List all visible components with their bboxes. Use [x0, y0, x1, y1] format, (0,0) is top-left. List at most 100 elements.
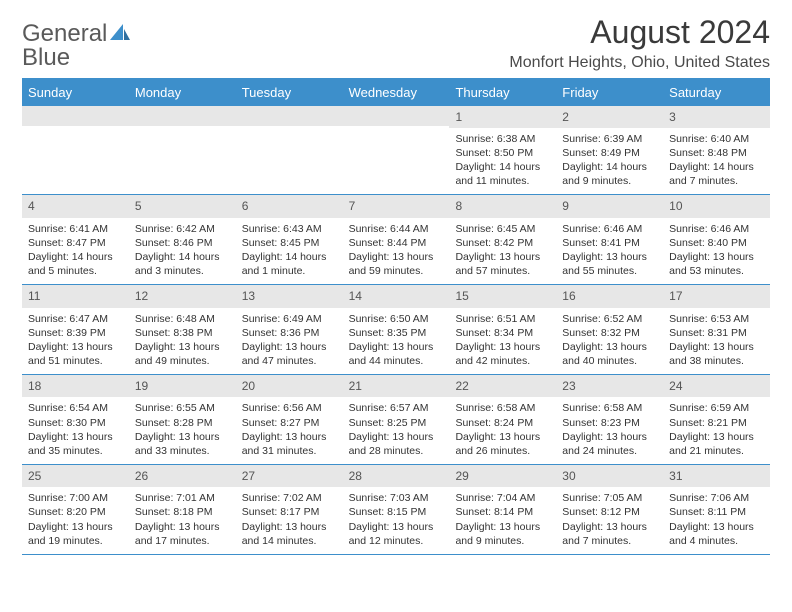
sunrise-text: Sunrise: 6:41 AM	[28, 222, 123, 236]
day-number	[343, 106, 450, 126]
daylight-text: Daylight: 13 hours and 44 minutes.	[349, 340, 444, 368]
sunrise-text: Sunrise: 6:42 AM	[135, 222, 230, 236]
day-number: 13	[236, 285, 343, 307]
day-number	[22, 106, 129, 126]
week-row: 1 Sunrise: 6:38 AMSunset: 8:50 PMDaylight…	[22, 106, 770, 196]
weekday-sat: Saturday	[663, 80, 770, 106]
day-details: Sunrise: 6:46 AMSunset: 8:40 PMDaylight:…	[663, 222, 770, 279]
day-number: 18	[22, 375, 129, 397]
sunrise-text: Sunrise: 6:44 AM	[349, 222, 444, 236]
sunset-text: Sunset: 8:44 PM	[349, 236, 444, 250]
day-number: 28	[343, 465, 450, 487]
day-number: 27	[236, 465, 343, 487]
day-details: Sunrise: 6:56 AMSunset: 8:27 PMDaylight:…	[236, 401, 343, 458]
day-details: Sunrise: 6:38 AMSunset: 8:50 PMDaylight:…	[449, 132, 556, 189]
sunrise-text: Sunrise: 6:52 AM	[562, 312, 657, 326]
sunset-text: Sunset: 8:47 PM	[28, 236, 123, 250]
daylight-text: Daylight: 13 hours and 59 minutes.	[349, 250, 444, 278]
daylight-text: Daylight: 13 hours and 21 minutes.	[669, 430, 764, 458]
sunset-text: Sunset: 8:35 PM	[349, 326, 444, 340]
daylight-text: Daylight: 13 hours and 14 minutes.	[242, 520, 337, 548]
day-details: Sunrise: 6:49 AMSunset: 8:36 PMDaylight:…	[236, 312, 343, 369]
sunset-text: Sunset: 8:32 PM	[562, 326, 657, 340]
day-cell: 14Sunrise: 6:50 AMSunset: 8:35 PMDayligh…	[343, 285, 450, 374]
sunset-text: Sunset: 8:27 PM	[242, 416, 337, 430]
daylight-text: Daylight: 13 hours and 47 minutes.	[242, 340, 337, 368]
weekday-header-row: Sunday Monday Tuesday Wednesday Thursday…	[22, 80, 770, 106]
day-number: 6	[236, 195, 343, 217]
day-cell: 30Sunrise: 7:05 AMSunset: 8:12 PMDayligh…	[556, 465, 663, 554]
day-cell: 4Sunrise: 6:41 AMSunset: 8:47 PMDaylight…	[22, 195, 129, 284]
day-details: Sunrise: 7:04 AMSunset: 8:14 PMDaylight:…	[449, 491, 556, 548]
day-details: Sunrise: 6:42 AMSunset: 8:46 PMDaylight:…	[129, 222, 236, 279]
sunrise-text: Sunrise: 6:57 AM	[349, 401, 444, 415]
sunset-text: Sunset: 8:30 PM	[28, 416, 123, 430]
day-details: Sunrise: 6:45 AMSunset: 8:42 PMDaylight:…	[449, 222, 556, 279]
week-row: 11Sunrise: 6:47 AMSunset: 8:39 PMDayligh…	[22, 285, 770, 375]
daylight-text: Daylight: 13 hours and 9 minutes.	[455, 520, 550, 548]
day-details: Sunrise: 6:44 AMSunset: 8:44 PMDaylight:…	[343, 222, 450, 279]
day-number	[129, 106, 236, 126]
sunset-text: Sunset: 8:41 PM	[562, 236, 657, 250]
sunset-text: Sunset: 8:45 PM	[242, 236, 337, 250]
day-details: Sunrise: 6:46 AMSunset: 8:41 PMDaylight:…	[556, 222, 663, 279]
logo-sail-icon	[109, 23, 131, 46]
day-details: Sunrise: 6:41 AMSunset: 8:47 PMDaylight:…	[22, 222, 129, 279]
day-details: Sunrise: 6:54 AMSunset: 8:30 PMDaylight:…	[22, 401, 129, 458]
day-number: 1	[449, 106, 556, 128]
daylight-text: Daylight: 13 hours and 51 minutes.	[28, 340, 123, 368]
weekday-wed: Wednesday	[343, 80, 450, 106]
sunrise-text: Sunrise: 6:49 AM	[242, 312, 337, 326]
daylight-text: Daylight: 13 hours and 4 minutes.	[669, 520, 764, 548]
day-cell: 1 Sunrise: 6:38 AMSunset: 8:50 PMDaylight…	[449, 106, 556, 195]
sunrise-text: Sunrise: 6:46 AM	[562, 222, 657, 236]
weeks-container: 1 Sunrise: 6:38 AMSunset: 8:50 PMDaylight…	[22, 106, 770, 555]
day-cell: 9Sunrise: 6:46 AMSunset: 8:41 PMDaylight…	[556, 195, 663, 284]
sunset-text: Sunset: 8:50 PM	[455, 146, 550, 160]
daylight-text: Daylight: 14 hours and 5 minutes.	[28, 250, 123, 278]
day-cell: 21Sunrise: 6:57 AMSunset: 8:25 PMDayligh…	[343, 375, 450, 464]
day-details: Sunrise: 6:51 AMSunset: 8:34 PMDaylight:…	[449, 312, 556, 369]
daylight-text: Daylight: 13 hours and 17 minutes.	[135, 520, 230, 548]
logo: General Blue	[22, 22, 131, 70]
day-cell: 27Sunrise: 7:02 AMSunset: 8:17 PMDayligh…	[236, 465, 343, 554]
day-number: 14	[343, 285, 450, 307]
day-details: Sunrise: 7:03 AMSunset: 8:15 PMDaylight:…	[343, 491, 450, 548]
day-cell: 18 Sunrise: 6:54 AMSunset: 8:30 PMDayligh…	[22, 375, 129, 464]
daylight-text: Daylight: 13 hours and 40 minutes.	[562, 340, 657, 368]
sunrise-text: Sunrise: 6:56 AM	[242, 401, 337, 415]
daylight-text: Daylight: 14 hours and 3 minutes.	[135, 250, 230, 278]
day-details: Sunrise: 6:53 AMSunset: 8:31 PMDaylight:…	[663, 312, 770, 369]
week-row: 18 Sunrise: 6:54 AMSunset: 8:30 PMDayligh…	[22, 375, 770, 465]
day-details: Sunrise: 6:52 AMSunset: 8:32 PMDaylight:…	[556, 312, 663, 369]
day-cell	[22, 106, 129, 195]
sunrise-text: Sunrise: 7:03 AM	[349, 491, 444, 505]
day-cell: 11Sunrise: 6:47 AMSunset: 8:39 PMDayligh…	[22, 285, 129, 374]
day-details: Sunrise: 6:59 AMSunset: 8:21 PMDaylight:…	[663, 401, 770, 458]
sunrise-text: Sunrise: 6:51 AM	[455, 312, 550, 326]
sunrise-text: Sunrise: 6:45 AM	[455, 222, 550, 236]
sunset-text: Sunset: 8:25 PM	[349, 416, 444, 430]
day-number: 29	[449, 465, 556, 487]
day-cell: 25Sunrise: 7:00 AMSunset: 8:20 PMDayligh…	[22, 465, 129, 554]
weekday-thu: Thursday	[449, 80, 556, 106]
sunrise-text: Sunrise: 7:04 AM	[455, 491, 550, 505]
month-title: August 2024	[509, 16, 770, 50]
sunrise-text: Sunrise: 6:48 AM	[135, 312, 230, 326]
daylight-text: Daylight: 13 hours and 7 minutes.	[562, 520, 657, 548]
page-header: General Blue August 2024 Monfort Heights…	[22, 16, 770, 72]
sunset-text: Sunset: 8:38 PM	[135, 326, 230, 340]
sunrise-text: Sunrise: 6:53 AM	[669, 312, 764, 326]
sunrise-text: Sunrise: 6:58 AM	[455, 401, 550, 415]
day-details: Sunrise: 7:06 AMSunset: 8:11 PMDaylight:…	[663, 491, 770, 548]
day-cell: 24 Sunrise: 6:59 AMSunset: 8:21 PMDayligh…	[663, 375, 770, 464]
location-text: Monfort Heights, Ohio, United States	[509, 54, 770, 72]
sunrise-text: Sunrise: 6:39 AM	[562, 132, 657, 146]
logo-word-1: General	[22, 20, 107, 47]
sunset-text: Sunset: 8:18 PM	[135, 505, 230, 519]
daylight-text: Daylight: 14 hours and 11 minutes.	[455, 160, 550, 188]
day-number: 24	[663, 375, 770, 397]
day-cell: 26Sunrise: 7:01 AMSunset: 8:18 PMDayligh…	[129, 465, 236, 554]
daylight-text: Daylight: 14 hours and 1 minute.	[242, 250, 337, 278]
sunset-text: Sunset: 8:12 PM	[562, 505, 657, 519]
